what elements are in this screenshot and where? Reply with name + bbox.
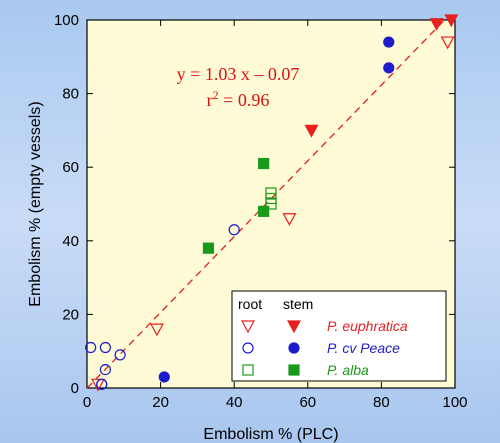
legend-marker-root: [242, 342, 254, 354]
data-point-root: [99, 341, 112, 354]
data-point-root: [228, 224, 240, 236]
data-point-stem: [202, 242, 215, 254]
data-point-root: [440, 36, 455, 50]
y-tick-label: 100: [54, 12, 79, 29]
y-tick-label: 60: [62, 159, 79, 176]
legend-marker-stem: [288, 342, 300, 354]
legend-header-root: root: [238, 296, 262, 312]
legend-marker-stem: [286, 320, 302, 334]
r-squared: r2 = 0.96: [207, 88, 270, 110]
data-point-root: [282, 213, 297, 226]
data-point-root: [149, 323, 164, 337]
x-tick-label: 60: [299, 394, 316, 411]
x-tick-label: 40: [226, 394, 243, 411]
data-point-root: [96, 378, 108, 390]
data-point-stem: [383, 36, 395, 48]
x-axis-title: Embolism % (PLC): [203, 426, 338, 443]
data-point-stem: [304, 124, 319, 138]
data-point-root: [99, 364, 112, 376]
y-tick-label: 80: [62, 86, 79, 103]
data-points: [85, 14, 459, 392]
y-axis-title: Embolism % (empty vessels): [27, 101, 44, 306]
data-point-root: [114, 349, 126, 361]
tick-labels: 0 20 40 60 80 100 0 20 40 60 80 100: [54, 12, 468, 411]
legend-marker-root: [242, 364, 254, 376]
legend-marker-stem: [288, 364, 300, 376]
data-point-stem: [429, 18, 444, 31]
data-point-stem: [258, 205, 270, 217]
legend-label: P. alba: [327, 362, 369, 378]
y-tick-label: 40: [62, 233, 79, 250]
legend: root stem P. euphratica P. cv Peace P. alb…: [231, 290, 447, 382]
data-point-root: [91, 378, 106, 392]
y-tick-label: 0: [71, 380, 79, 397]
legend-label: P. cv Peace: [327, 340, 400, 356]
y-tick-label: 20: [62, 306, 79, 323]
x-tick-label: 20: [152, 394, 169, 411]
data-point-stem: [258, 157, 270, 170]
data-point-root: [265, 187, 277, 199]
data-point-stem: [383, 62, 395, 74]
axis-ticks: [86, 19, 456, 389]
data-point-stem: [158, 371, 170, 383]
x-tick-label: 0: [83, 394, 91, 411]
x-tick-label: 100: [442, 394, 467, 411]
legend-marker-root: [240, 320, 256, 334]
data-point-stem: [444, 14, 459, 28]
legend-header-stem: stem: [283, 296, 313, 312]
regression-equation: y = 1.03 x – 0.07: [177, 64, 300, 84]
legend-rows: P. euphratica P. cv Peace P. alba: [240, 318, 408, 378]
legend-box: [231, 290, 447, 382]
legend-label: P. euphratica: [327, 318, 408, 334]
x-tick-label: 80: [373, 394, 390, 411]
data-point-root: [85, 341, 97, 354]
